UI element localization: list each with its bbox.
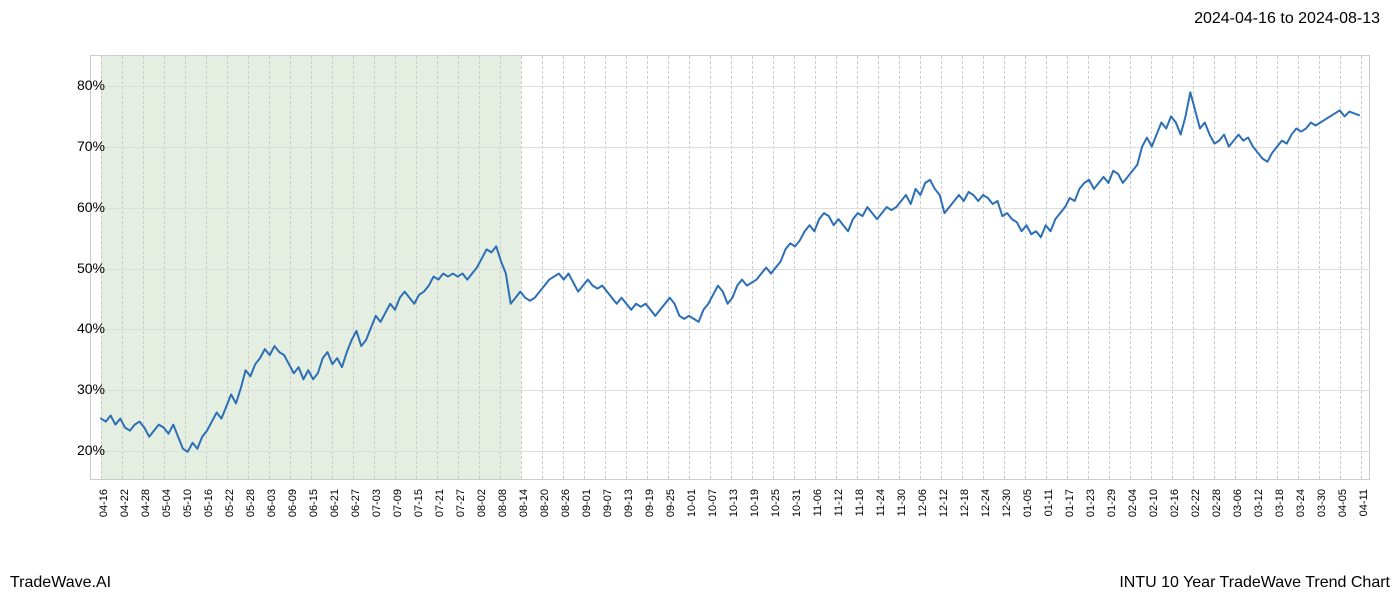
y-axis-tick-label: 50%: [77, 260, 105, 276]
y-axis-tick-label: 30%: [77, 381, 105, 397]
x-axis-tick-label: 02-22: [1190, 489, 1202, 517]
x-axis-tick-label: 06-15: [308, 489, 320, 517]
footer-chart-title: INTU 10 Year TradeWave Trend Chart: [1119, 574, 1390, 592]
x-axis-tick-label: 07-03: [371, 489, 383, 517]
x-axis-tick-label: 12-24: [980, 489, 992, 517]
x-axis-tick-label: 06-09: [287, 489, 299, 517]
x-axis-tick-label: 03-06: [1232, 489, 1244, 517]
x-axis-tick-label: 11-12: [833, 489, 845, 516]
x-axis-tick-label: 08-02: [476, 489, 488, 517]
x-axis-tick-label: 07-27: [455, 489, 467, 517]
y-axis-tick-label: 60%: [77, 199, 105, 215]
y-axis-tick-label: 20%: [77, 442, 105, 458]
chart-container: 2024-04-16 to 2024-08-13 20% 30% 40% 50% 60%…: [0, 0, 1400, 600]
x-axis-tick-label: 10-25: [770, 489, 782, 517]
x-axis-tick-label: 08-08: [497, 489, 509, 517]
y-axis-tick-label: 40%: [77, 320, 105, 336]
x-axis-tick-label: 12-12: [938, 489, 950, 517]
trend-line: [91, 56, 1369, 479]
x-axis-tick-label: 10-13: [728, 489, 740, 517]
x-axis-tick-label: 09-13: [623, 489, 635, 517]
x-axis-tick-label: 06-27: [350, 489, 362, 517]
date-range-label: 2024-04-16 to 2024-08-13: [1194, 10, 1380, 28]
x-axis-tick-label: 03-18: [1274, 489, 1286, 517]
x-axis-tick-label: 10-19: [749, 489, 761, 517]
x-axis-tick-label: 06-21: [329, 489, 341, 517]
x-axis-tick-label: 01-29: [1106, 489, 1118, 517]
x-axis-tick-label: 03-30: [1316, 489, 1328, 517]
x-axis-tick-label: 04-05: [1337, 489, 1349, 517]
x-axis-tick-label: 05-04: [161, 489, 173, 517]
x-axis-tick-label: 11-06: [812, 489, 824, 516]
x-axis-tick-label: 12-30: [1001, 489, 1013, 517]
x-axis-tick-label: 02-10: [1148, 489, 1160, 517]
x-axis-tick-label: 02-04: [1127, 489, 1139, 517]
x-axis-tick-label: 01-17: [1064, 489, 1076, 517]
footer-brand: TradeWave.AI: [10, 574, 111, 592]
x-axis-tick-label: 04-22: [119, 489, 131, 517]
x-axis-tick-label: 07-15: [413, 489, 425, 517]
y-axis-tick-label: 80%: [77, 77, 105, 93]
x-axis-tick-label: 11-24: [875, 489, 887, 516]
x-axis-tick-label: 01-23: [1085, 489, 1097, 517]
x-axis-tick-label: 09-19: [644, 489, 656, 517]
x-axis-tick-label: 05-16: [203, 489, 215, 517]
x-axis-tick-label: 12-18: [959, 489, 971, 517]
x-axis-tick-label: 04-11: [1358, 489, 1370, 516]
x-axis-tick-label: 08-26: [560, 489, 572, 517]
x-axis-tick-label: 09-25: [665, 489, 677, 517]
x-axis-tick-label: 11-18: [854, 489, 866, 516]
y-axis-tick-label: 70%: [77, 138, 105, 154]
x-axis-tick-label: 09-01: [581, 489, 593, 517]
x-axis-tick-label: 01-05: [1022, 489, 1034, 517]
x-axis-tick-label: 10-07: [707, 489, 719, 517]
x-axis-tick-label: 02-28: [1211, 489, 1223, 517]
x-axis-tick-label: 11-30: [896, 489, 908, 516]
x-axis-tick-label: 07-09: [392, 489, 404, 517]
x-axis-tick-label: 05-10: [182, 489, 194, 517]
x-axis-tick-label: 12-06: [917, 489, 929, 517]
x-axis-tick-label: 04-16: [98, 489, 110, 517]
chart-plot-area: [90, 55, 1370, 480]
x-axis-tick-label: 01-11: [1043, 489, 1055, 516]
x-axis-tick-label: 02-16: [1169, 489, 1181, 517]
x-axis-tick-label: 03-12: [1253, 489, 1265, 517]
x-axis-tick-label: 10-01: [686, 489, 698, 517]
x-axis-tick-label: 09-07: [602, 489, 614, 517]
x-axis-tick-label: 10-31: [791, 489, 803, 517]
x-axis-tick-label: 04-28: [140, 489, 152, 517]
x-axis-tick-label: 06-03: [266, 489, 278, 517]
x-axis-tick-label: 08-14: [518, 489, 530, 517]
x-axis-tick-label: 07-21: [434, 489, 446, 517]
x-axis-tick-label: 08-20: [539, 489, 551, 517]
x-axis-tick-label: 05-28: [245, 489, 257, 517]
x-axis-tick-label: 03-24: [1295, 489, 1307, 517]
x-axis-tick-label: 05-22: [224, 489, 236, 517]
